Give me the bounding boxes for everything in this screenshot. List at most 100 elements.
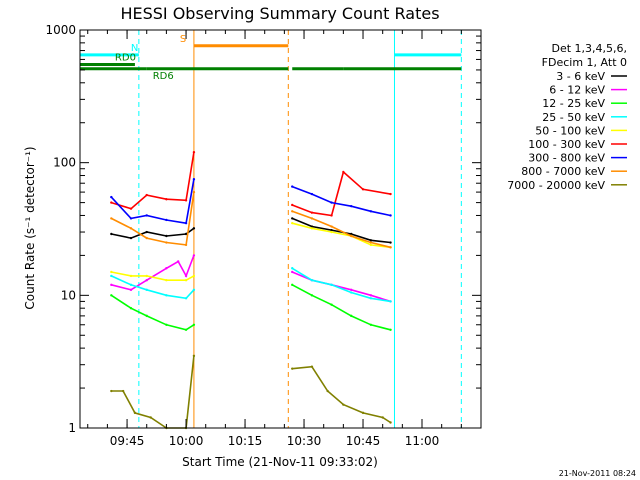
series-line-6-segment-1 <box>291 185 391 217</box>
data-point-1-0-2 <box>145 279 148 282</box>
legend-label-4: 50 - 100 keV <box>535 124 605 137</box>
data-point-6-0-2 <box>145 214 148 217</box>
data-point-0-0-3 <box>165 234 168 238</box>
chart-title: HESSI Observing Summary Count Rates <box>120 4 439 23</box>
y-tick-label-0: 1 <box>68 421 76 435</box>
y-tick-label-3: 1000 <box>45 23 76 37</box>
data-point-0-0-0 <box>110 232 113 236</box>
data-point-8-1-0 <box>291 367 294 370</box>
data-point-5-1-4 <box>361 188 365 191</box>
y-tick-label-1: 10 <box>61 288 76 302</box>
data-point-3-0-1 <box>129 283 133 287</box>
legend-header-line-2: FDecim 1, Att 0 <box>542 56 627 69</box>
legend-label-5: 100 - 300 keV <box>528 138 605 151</box>
data-point-4-0-3 <box>165 279 168 282</box>
data-point-5-0-4 <box>184 199 188 202</box>
data-point-3-1-0 <box>291 267 294 270</box>
data-point-5-0-2 <box>145 193 148 197</box>
data-point-6-1-3 <box>350 204 353 208</box>
x-tick-label-2: 10:15 <box>228 434 263 448</box>
data-point-0-0-5 <box>192 227 196 230</box>
data-point-8-1-3 <box>342 403 345 406</box>
data-point-8-1-2 <box>326 389 329 393</box>
data-point-7-0-3 <box>165 241 168 244</box>
data-point-1-1-4 <box>369 294 373 297</box>
data-point-4-1-2 <box>330 230 333 234</box>
data-point-7-1-2 <box>330 225 333 228</box>
data-point-3-1-4 <box>369 297 373 300</box>
data-point-5-1-3 <box>342 170 345 174</box>
data-point-3-0-3 <box>165 294 168 297</box>
series-line-1-segment-0 <box>111 255 195 291</box>
data-point-6-1-1 <box>310 192 314 196</box>
data-point-0-1-4 <box>369 239 373 242</box>
data-point-1-0-5 <box>184 274 188 278</box>
series-line-2-segment-0 <box>110 294 195 331</box>
timestamp: 21-Nov-2011 08:24 <box>559 469 636 478</box>
data-point-2-1-1 <box>310 294 314 297</box>
x-tick-label-1: 10:00 <box>169 434 204 448</box>
data-point-4-1-4 <box>369 243 373 247</box>
data-point-4-0-2 <box>145 274 148 278</box>
data-point-0-0-4 <box>184 232 188 236</box>
data-point-5-1-1 <box>310 211 314 214</box>
data-point-2-1-0 <box>291 283 294 287</box>
series-line-7-segment-1 <box>291 210 391 249</box>
data-point-7-1-3 <box>350 234 353 238</box>
data-point-0-1-2 <box>330 228 333 232</box>
x-axis-label: Start Time (21-Nov-11 09:33:02) <box>182 455 378 469</box>
data-point-4-1-0 <box>291 221 294 225</box>
legend: Det 1,3,4,5,6, FDecim 1, Att 0 3 - 6 keV… <box>507 42 627 192</box>
legend-label-8: 7000 - 20000 keV <box>507 179 605 192</box>
flag-label-rd6: RD6 <box>153 71 174 82</box>
data-point-5-1-0 <box>291 203 294 207</box>
data-point-8-0-2 <box>133 411 137 415</box>
data-point-7-1-0 <box>291 210 294 213</box>
x-tick-label-4: 10:45 <box>346 434 381 448</box>
data-point-2-0-5 <box>192 323 196 326</box>
data-point-6-0-0 <box>110 195 113 199</box>
data-point-0-1-0 <box>291 217 294 220</box>
data-point-8-1-5 <box>381 416 384 419</box>
data-point-6-0-5 <box>192 178 196 181</box>
data-point-0-1-1 <box>310 225 314 228</box>
data-point-6-1-2 <box>330 201 333 204</box>
data-point-6-1-5 <box>389 214 392 217</box>
data-point-2-0-2 <box>145 314 148 318</box>
flag-label-n: N <box>131 43 138 54</box>
data-point-7-1-4 <box>369 241 373 244</box>
data-point-2-1-5 <box>389 328 392 331</box>
data-point-2-1-2 <box>330 303 333 306</box>
data-point-1-0-1 <box>129 288 133 292</box>
x-tick-label-0: 09:45 <box>110 434 145 448</box>
data-point-1-0-0 <box>110 283 113 287</box>
data-point-8-0-1 <box>121 389 125 393</box>
data-point-7-0-2 <box>145 236 148 240</box>
data-point-1-0-4 <box>176 260 180 263</box>
data-point-4-0-1 <box>129 274 133 278</box>
data-point-1-1-3 <box>350 288 353 292</box>
series-line-5-segment-0 <box>111 152 195 210</box>
data-point-2-0-1 <box>129 306 133 310</box>
data-point-5-1-5 <box>389 192 392 196</box>
data-point-6-1-0 <box>291 185 294 188</box>
data-point-2-1-4 <box>369 323 373 326</box>
y-tick-label-2: 100 <box>53 156 76 170</box>
data-point-5-0-5 <box>192 150 196 154</box>
data-point-3-0-0 <box>110 274 113 278</box>
data-point-6-1-4 <box>369 210 373 213</box>
data-point-3-1-5 <box>389 300 392 303</box>
data-point-3-0-2 <box>145 288 148 292</box>
series-line-5-segment-1 <box>291 170 391 217</box>
data-point-6-0-3 <box>165 218 168 222</box>
series-line-3-segment-1 <box>291 267 391 303</box>
data-point-2-0-3 <box>165 323 168 326</box>
series-line-4-segment-1 <box>291 222 391 249</box>
flag-label-rd0: RD0 <box>115 52 136 63</box>
series-line-0-segment-0 <box>111 227 195 239</box>
data-point-4-0-4 <box>184 279 188 282</box>
data-point-7-0-0 <box>110 217 113 220</box>
legend-label-0: 3 - 6 keV <box>556 70 605 83</box>
y-axis-label: Count Rate (s⁻¹ detector⁻¹) <box>23 146 37 309</box>
